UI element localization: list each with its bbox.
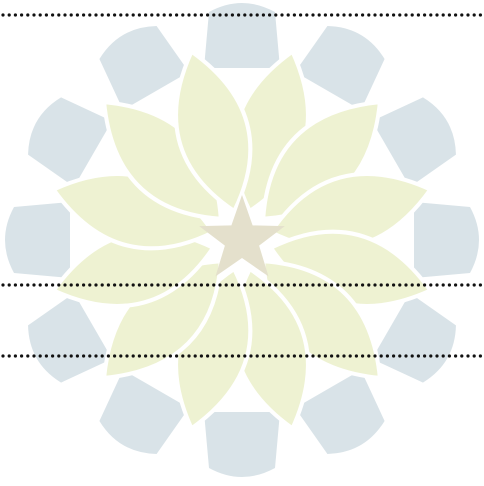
logo-block bbox=[204, 412, 280, 477]
logo-block bbox=[91, 370, 189, 464]
logo-block bbox=[204, 3, 280, 68]
page-canvas bbox=[0, 0, 484, 486]
logo-block bbox=[5, 202, 70, 278]
logo-block bbox=[372, 89, 466, 187]
logo-block bbox=[414, 202, 479, 278]
logo-block bbox=[295, 16, 393, 110]
logo-block bbox=[18, 293, 112, 391]
watermark-logo bbox=[5, 3, 479, 477]
logo-block bbox=[18, 89, 112, 187]
logo-block bbox=[295, 370, 393, 464]
logo-block bbox=[91, 16, 189, 110]
page: (() => { const data = JSON.parse(documen… bbox=[0, 0, 484, 486]
logo-block bbox=[372, 293, 466, 391]
